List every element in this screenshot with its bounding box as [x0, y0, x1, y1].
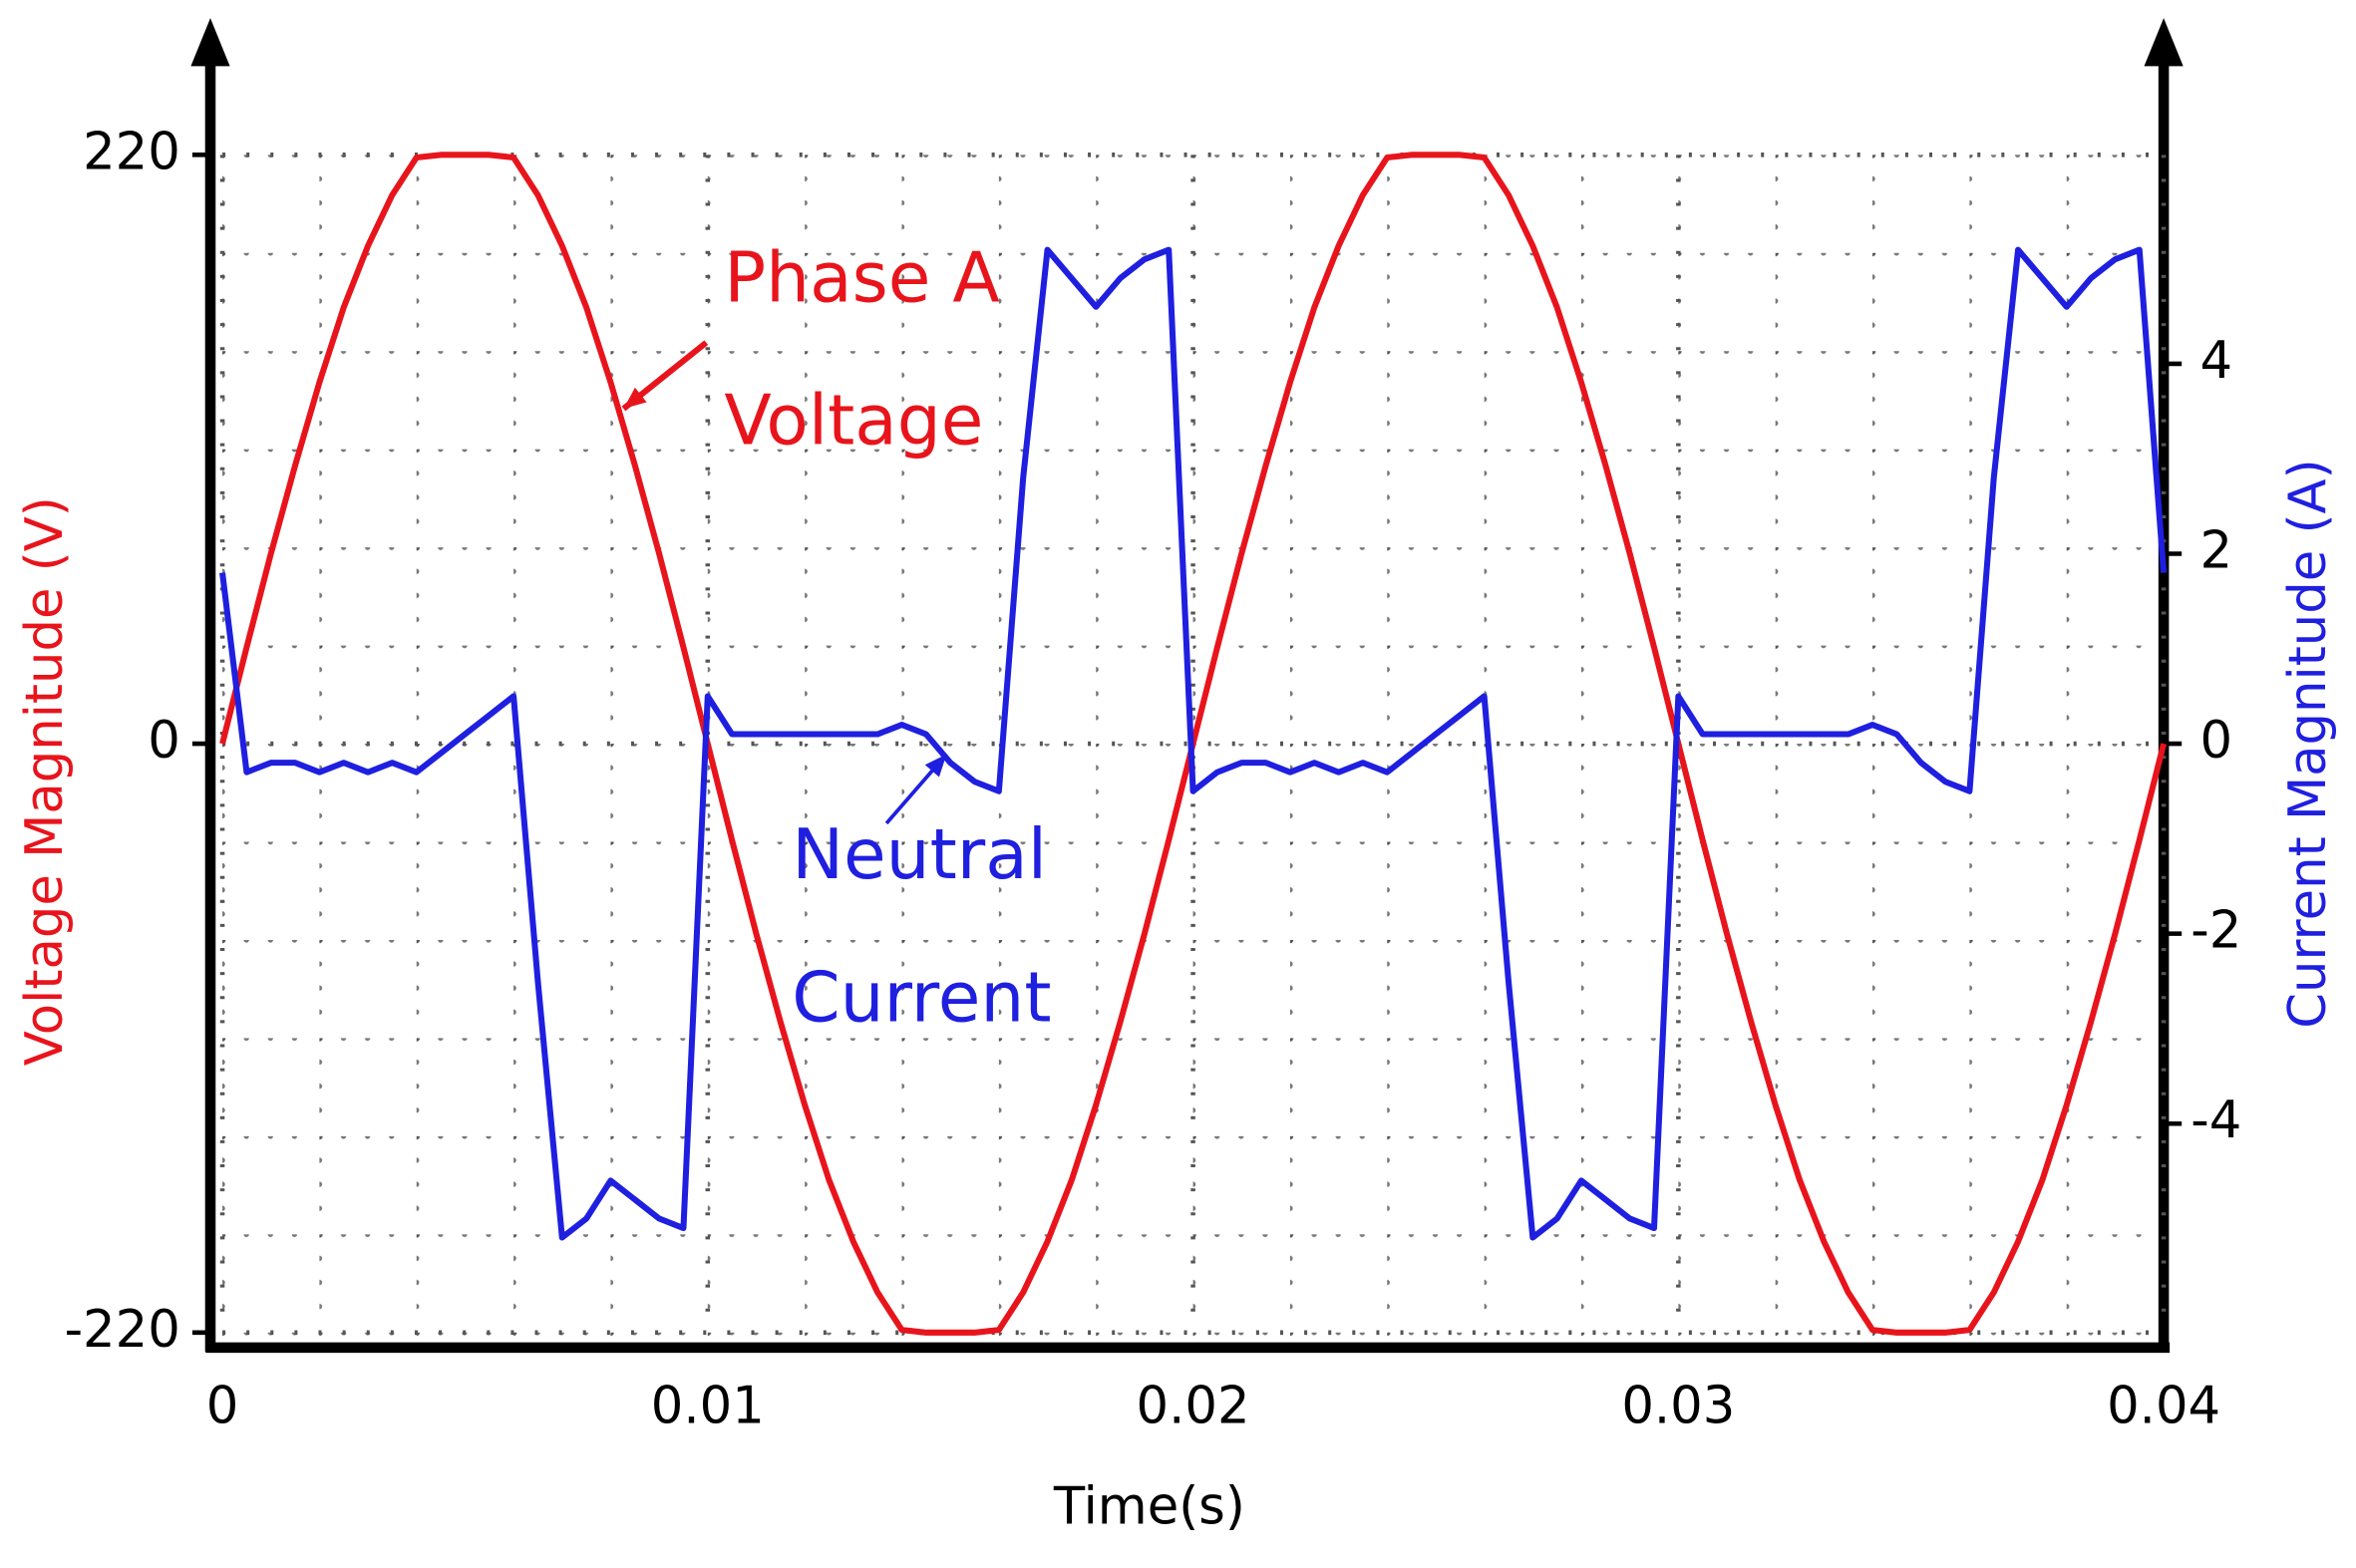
- x-tick-label: 0.02: [1137, 1377, 1250, 1436]
- y2-axis-arrow: [2144, 18, 2184, 67]
- y2-tick-label: -4: [2190, 1091, 2241, 1150]
- annotation-arrowhead: [623, 387, 647, 410]
- x-axis-label: Time(s): [1053, 1477, 1245, 1537]
- y2-tick-label: 2: [2200, 521, 2233, 581]
- annotation-text: Current: [792, 958, 1051, 1038]
- y-tick-label: 220: [83, 122, 180, 181]
- y2-axis-label: Current Magnitude (A): [2278, 459, 2338, 1028]
- y-axis-arrow: [190, 18, 230, 67]
- y2-tick-label: 4: [2200, 331, 2233, 391]
- x-tick-label: 0.04: [2107, 1377, 2220, 1436]
- y-tick-label: 0: [148, 711, 180, 771]
- annotation-text: Voltage: [724, 382, 983, 462]
- y-tick-label: -220: [65, 1300, 180, 1360]
- x-tick-label: 0.03: [1621, 1377, 1735, 1436]
- y2-tick-label: -2: [2190, 901, 2241, 961]
- y-axis-label: Voltage Magnitude (V): [15, 496, 75, 1066]
- annotation-arrowhead: [924, 754, 947, 778]
- x-tick-label: 0: [206, 1377, 239, 1436]
- x-tick-label: 0.01: [651, 1377, 765, 1436]
- series-line: [219, 246, 2168, 1241]
- annotation-text: Neutral: [792, 815, 1047, 895]
- y2-tick-label: 0: [2200, 711, 2233, 771]
- annotation-text: Phase A: [724, 238, 999, 318]
